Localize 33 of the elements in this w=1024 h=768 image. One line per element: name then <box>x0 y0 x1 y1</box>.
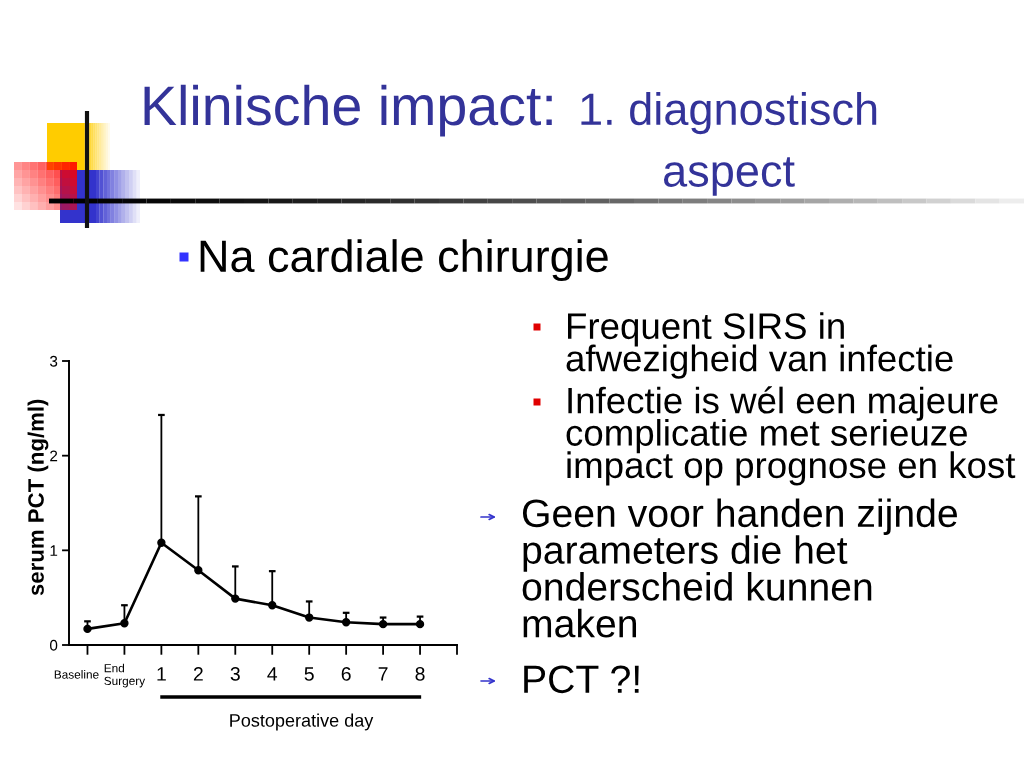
point <box>268 601 277 610</box>
y-axis-title: serum PCT (ng/ml) <box>27 399 49 596</box>
text: Frequent SIRS in afwezigheid van infectie <box>566 312 953 379</box>
y-tick-label: 3 <box>49 355 58 367</box>
text: PCT ?! <box>524 665 639 694</box>
text: 1. diagnostisch aspect <box>581 92 877 196</box>
x-tick-label: 4 <box>267 667 278 681</box>
x-tick-label: 2 <box>193 667 203 681</box>
text: Geen voor handen zijnde parameters die het onderscheid kunnen maken <box>522 498 957 638</box>
y-tick-label: 0 <box>49 639 58 651</box>
y-tick-label: 2 <box>50 450 58 462</box>
point <box>194 566 203 575</box>
x-axis-title: Postoperative day <box>230 713 374 731</box>
point <box>157 538 166 547</box>
point <box>120 619 129 628</box>
x-tick-label: 6 <box>341 667 351 681</box>
x-tick-label: 5 <box>304 667 314 681</box>
point <box>341 618 351 627</box>
x-tick-label: End Surgery <box>104 663 146 688</box>
x-tick-label: 7 <box>378 667 388 681</box>
text: Infectie is wél een majeure complicatie met serieuze impact op prognose en kost <box>566 386 1016 486</box>
point <box>83 624 92 634</box>
x-tick-label: 3 <box>230 667 240 681</box>
point <box>231 594 240 603</box>
point <box>305 613 314 622</box>
text: Na cardiale chirurgie <box>200 239 608 282</box>
y-tick-label: 1 <box>50 545 58 556</box>
x-tick-label: 8 <box>415 667 425 681</box>
chart-title: Klinische impact: <box>144 84 552 137</box>
point <box>378 620 388 629</box>
point <box>415 620 425 629</box>
x-tick-label: 1 <box>157 667 166 681</box>
x-tick-label: Baseline <box>54 670 99 679</box>
